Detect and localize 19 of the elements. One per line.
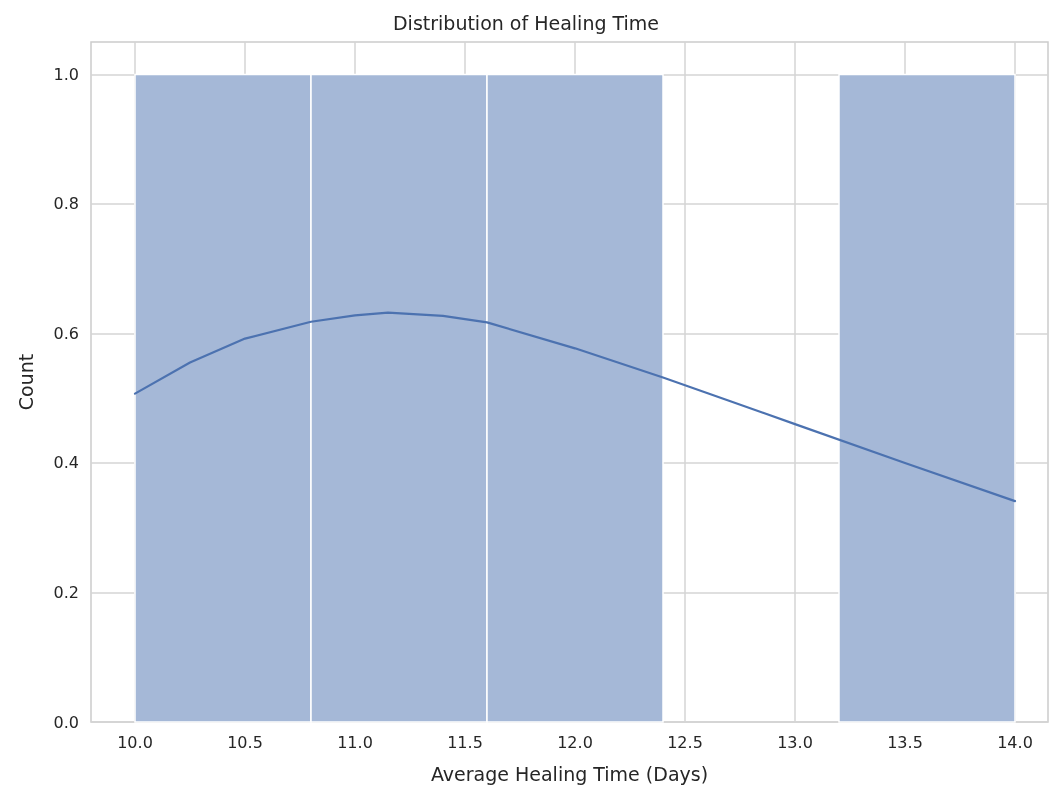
chart-title: Distribution of Healing Time <box>392 11 660 34</box>
x-tick-label: 11.0 <box>337 732 373 752</box>
x-tick-label: 12.5 <box>667 732 703 752</box>
y-axis-title: Count <box>14 353 37 411</box>
x-axis-title: Average Healing Time (Days) <box>430 762 709 785</box>
x-tick-label: 10.0 <box>117 732 153 752</box>
y-tick-label: 0.8 <box>53 194 79 214</box>
x-tick-label: 14.0 <box>997 732 1033 752</box>
y-tick-label: 0.0 <box>53 712 79 732</box>
y-tick-label: 0.4 <box>53 453 79 473</box>
y-tick-label: 0.2 <box>53 582 79 602</box>
x-tick-label: 13.0 <box>777 732 813 752</box>
x-tick-label: 13.5 <box>887 732 923 752</box>
x-tick-label: 10.5 <box>227 732 263 752</box>
y-tick-label: 0.6 <box>53 323 79 343</box>
y-tick-label: 1.0 <box>53 64 79 84</box>
line-series <box>133 311 1017 503</box>
x-tick-label: 11.5 <box>447 732 483 752</box>
x-tick-label: 12.0 <box>557 732 593 752</box>
